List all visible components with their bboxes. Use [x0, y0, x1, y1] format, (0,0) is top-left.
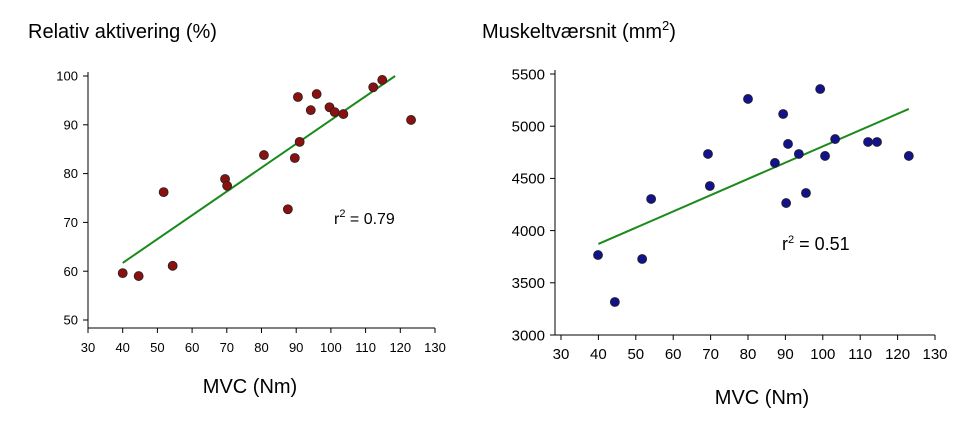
trendline [598, 108, 910, 245]
x-tick-label: 30 [553, 346, 570, 363]
y-tick-label: 90 [64, 117, 78, 132]
point [311, 89, 322, 99]
point [406, 115, 416, 125]
point [778, 109, 789, 119]
point [158, 187, 169, 198]
point [609, 297, 620, 307]
point [368, 82, 379, 93]
annotation-sup: 2 [788, 234, 794, 246]
x-tick-label: 40 [115, 340, 129, 355]
point [872, 137, 882, 147]
x-tick-label: 120 [885, 346, 910, 363]
point [133, 271, 144, 281]
x-tick-label: 90 [777, 346, 794, 363]
x-tick-label: 50 [627, 346, 644, 363]
title-text: Muskeltværsnit (mm [482, 21, 662, 43]
point [282, 204, 293, 215]
y-tick-label: 100 [56, 69, 78, 84]
x-tick-label: 90 [289, 340, 303, 355]
annotation-base: r [334, 211, 340, 228]
point [903, 151, 914, 161]
x-tick-label: 120 [389, 340, 411, 355]
title-text: Relativ aktivering (%) [28, 21, 217, 43]
y-tick-label: 5500 [512, 66, 545, 83]
chart-title: Muskeltværsnit (mm2) [482, 18, 676, 43]
annotation: r2 = 0.51 [782, 234, 850, 254]
x-tick-label: 60 [665, 346, 682, 363]
y-tick-label: 5000 [512, 118, 545, 135]
y-tick-label: 60 [64, 264, 78, 279]
title-end: ) [669, 21, 676, 43]
x-tick-label: 130 [424, 340, 446, 355]
y-tick-label: 4500 [512, 171, 545, 188]
point [801, 188, 811, 198]
annotation-sup: 2 [339, 208, 345, 220]
x-axis-label: MVC (Nm) [715, 387, 809, 409]
x-tick-label: 70 [220, 340, 234, 355]
point [815, 84, 826, 94]
x-tick-label: 70 [702, 346, 719, 363]
annotation-rest: = 0.51 [794, 234, 850, 254]
point [646, 194, 657, 204]
point [222, 180, 233, 191]
x-tick-label: 50 [150, 340, 164, 355]
y-tick-label: 50 [64, 313, 78, 328]
x-tick-label: 30 [81, 340, 95, 355]
x-tick-label: 80 [254, 340, 268, 355]
title-sup: 2 [662, 18, 669, 33]
trendline [122, 75, 396, 264]
x-axis-label: MVC (Nm) [203, 376, 297, 398]
point [329, 107, 340, 118]
y-tick-label: 3000 [512, 327, 545, 344]
point [781, 198, 792, 208]
point [820, 151, 830, 161]
point [289, 153, 300, 163]
point [167, 260, 178, 271]
point [117, 268, 128, 279]
point [743, 94, 753, 104]
y-tick-label: 3500 [512, 275, 545, 292]
y-tick-label: 80 [64, 166, 78, 181]
annotation-base: r [782, 234, 788, 254]
point [703, 149, 713, 159]
point [770, 158, 780, 168]
point [259, 150, 269, 160]
chart-title: Relativ aktivering (%) [28, 21, 217, 43]
point [637, 254, 648, 264]
point [293, 92, 303, 102]
y-tick-label: 70 [64, 215, 78, 230]
point [305, 105, 316, 116]
point [783, 139, 793, 149]
point [377, 75, 388, 85]
x-tick-label: 100 [320, 340, 342, 355]
x-tick-label: 80 [740, 346, 757, 363]
x-tick-label: 130 [922, 346, 947, 363]
y-tick-label: 4000 [512, 223, 545, 240]
point [338, 109, 349, 119]
x-tick-label: 110 [848, 346, 872, 363]
annotation-rest: = 0.79 [345, 211, 394, 228]
point [863, 137, 873, 147]
point [704, 181, 715, 191]
x-tick-label: 60 [185, 340, 199, 355]
point [593, 250, 603, 260]
point [294, 136, 305, 147]
annotation: r2 = 0.79 [334, 208, 395, 228]
x-tick-label: 100 [810, 346, 835, 363]
point [830, 134, 841, 144]
x-tick-label: 110 [355, 340, 376, 355]
x-tick-label: 40 [590, 346, 607, 363]
point [793, 149, 804, 159]
